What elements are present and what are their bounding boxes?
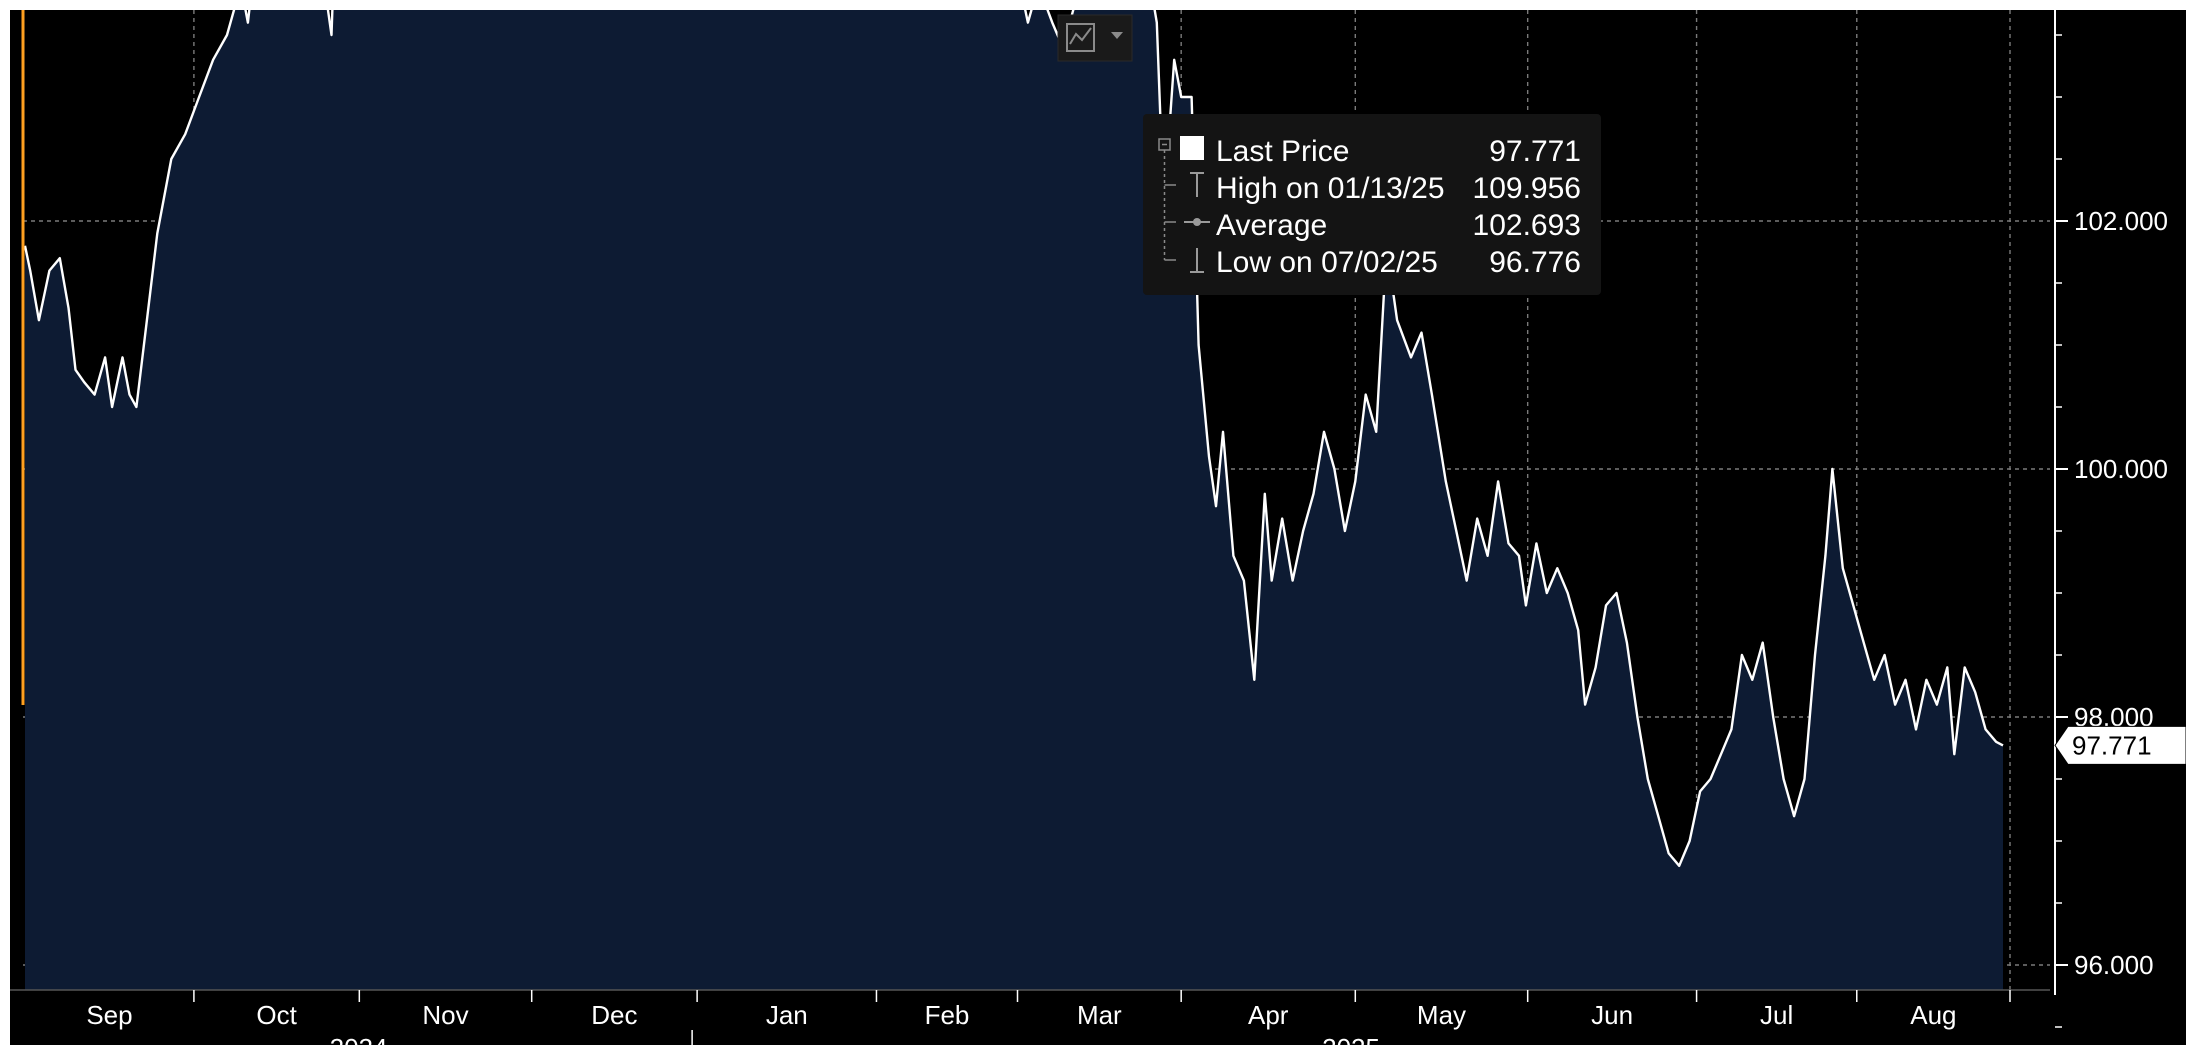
chevron-down-icon (1111, 32, 1123, 39)
x-tick-label: Oct (256, 1000, 297, 1030)
x-tick-label: Nov (422, 1000, 468, 1030)
x-tick-label: Jan (766, 1000, 808, 1030)
year-label: 2024 (330, 1033, 388, 1045)
legend-value-low: 96.776 (1489, 246, 1581, 279)
last-value-label: 97.771 (2072, 730, 2152, 760)
legend-tree-connector (1158, 138, 1176, 261)
line-chart-icon (1066, 23, 1095, 52)
x-tick-label: May (1417, 1000, 1466, 1030)
x-tick-label: Aug (1910, 1000, 1956, 1030)
legend-label-last-price: Last Price (1216, 135, 1349, 168)
legend-value-high: 109.956 (1473, 172, 1581, 205)
x-tick-label: Dec (591, 1000, 637, 1030)
price-chart: Sep Oct Nov Dec Jan Feb Mar Apr May Jun Jul Aug 2024… (10, 10, 2186, 1045)
legend: Last Price 97.771 High on 01/13/25 109.9… (1143, 114, 1601, 295)
average-marker-icon (1184, 218, 1210, 226)
last-value-tag-background (2054, 725, 2186, 765)
legend-value-last-price: 97.771 (1489, 135, 1581, 168)
last-price-swatch (1180, 136, 1204, 160)
x-tick-label: Apr (1248, 1000, 1289, 1030)
legend-background (1143, 114, 1601, 295)
low-marker-icon (1190, 248, 1204, 273)
x-tick-label: Jun (1591, 1000, 1633, 1030)
chart-type-button[interactable] (1057, 14, 1133, 62)
year-label: 2025 (1322, 1033, 1380, 1045)
y-tick-label: 96.000 (2074, 950, 2154, 980)
x-tick-label: Jul (1760, 1000, 1793, 1030)
x-tick-label: Feb (925, 1000, 970, 1030)
x-tick-label: Mar (1077, 1000, 1122, 1030)
x-tick-label: Sep (86, 1000, 132, 1030)
legend-label-average: Average (1216, 209, 1327, 242)
price-line (23, 10, 2004, 867)
legend-value-average: 102.693 (1473, 209, 1581, 242)
legend-label-low: Low on 07/02/25 (1216, 246, 1438, 279)
chart-frame: Sep Oct Nov Dec Jan Feb Mar Apr May Jun Jul Aug 2024… (10, 10, 2186, 1045)
price-area (25, 10, 2003, 990)
y-tick-label: 100.000 (2074, 454, 2168, 484)
y-axis: 96.00098.000100.000102.000104.000106.000… (2054, 10, 2168, 1028)
y-tick-label: 102.000 (2074, 206, 2168, 236)
last-value-tag: 97.771 (2054, 725, 2186, 765)
high-marker-icon (1190, 172, 1204, 197)
x-axis: Sep Oct Nov Dec Jan Feb Mar Apr May Jun Jul Aug 2024… (10, 989, 2050, 1045)
legend-label-high: High on 01/13/25 (1216, 172, 1445, 205)
